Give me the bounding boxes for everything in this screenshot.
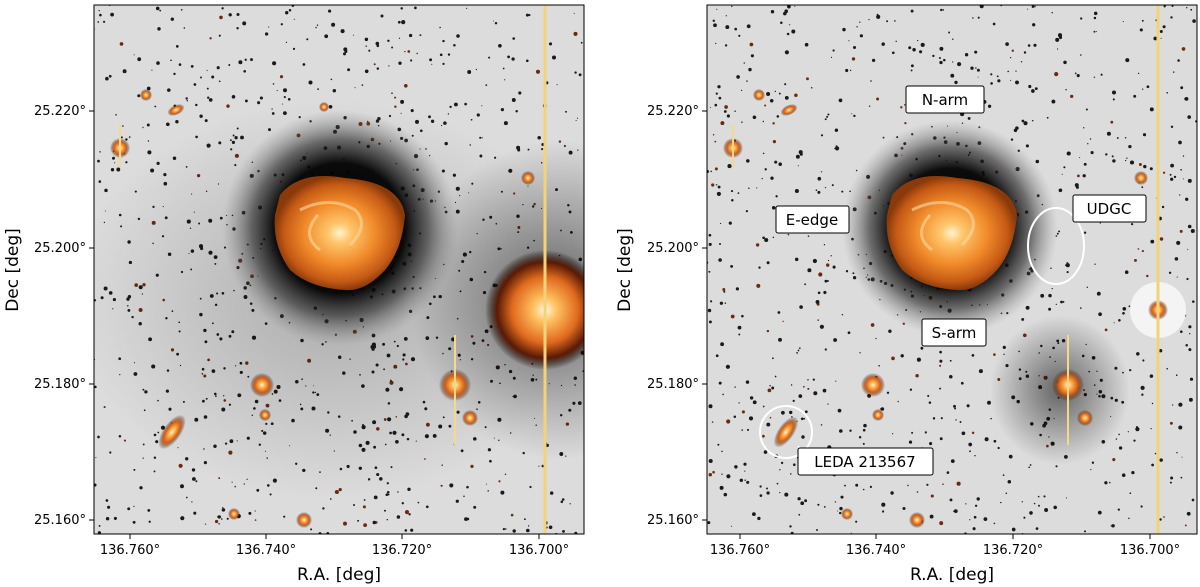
- saturation-trail: [543, 5, 547, 534]
- annotation-label: UDGC: [1087, 200, 1132, 218]
- annotation-udgc: UDGC: [1072, 194, 1147, 223]
- y-tick-label: 25.160°: [647, 513, 699, 528]
- sky-image-right: [707, 5, 1197, 534]
- y-axis-label: Dec [deg]: [3, 228, 23, 312]
- y-tick-label: 25.200°: [647, 241, 699, 256]
- panel-right: N-arm E-edge UDGC S-arm LEDA 213567 25.2…: [615, 4, 1198, 585]
- annotation-label: E-edge: [786, 211, 838, 229]
- x-tick-label: 136.720°: [983, 543, 1043, 558]
- spiral-galaxy: [274, 176, 405, 291]
- x-tick-label: 136.740°: [236, 543, 296, 558]
- spiral-galaxy: [886, 176, 1017, 291]
- y-tick-label: 25.220°: [647, 104, 699, 119]
- y-tick-label: 25.200°: [34, 241, 86, 256]
- x-tick-label: 136.700°: [1120, 543, 1180, 558]
- annotation-n-arm: N-arm: [905, 85, 985, 114]
- y-tick-label: 25.180°: [34, 377, 86, 392]
- annotation-leda: LEDA 213567: [797, 447, 934, 476]
- x-axis-label: R.A. [deg]: [297, 565, 381, 585]
- x-tick-label: 136.760°: [100, 543, 160, 558]
- annotation-s-arm: S-arm: [921, 318, 987, 347]
- y-tick-label: 25.220°: [34, 104, 86, 119]
- y-tick-label: 25.180°: [647, 377, 699, 392]
- annotation-label: N-arm: [922, 91, 968, 109]
- y-axis-label: Dec [deg]: [615, 228, 635, 312]
- x-tick-label: 136.740°: [846, 543, 906, 558]
- x-tick-label: 136.720°: [372, 543, 432, 558]
- annotation-label: LEDA 213567: [814, 453, 915, 471]
- y-tick-label: 25.160°: [34, 513, 86, 528]
- annotation-label: S-arm: [932, 324, 977, 342]
- udgc-circle-marker: [1027, 207, 1085, 285]
- panel-left: 25.220° 25.200° 25.180° 25.160° 136.760°…: [3, 4, 585, 585]
- leda-circle-marker: [759, 405, 813, 459]
- leda-galaxy: [773, 416, 799, 448]
- x-tick-label: 136.700°: [509, 543, 569, 558]
- sky-image-left: [94, 5, 584, 534]
- x-tick-label: 136.760°: [710, 543, 770, 558]
- x-axis-label: R.A. [deg]: [910, 565, 994, 585]
- bright-star: [485, 250, 584, 370]
- plot-frame: [706, 4, 1198, 535]
- saturation-trail: [1156, 5, 1160, 534]
- plot-frame: [93, 4, 585, 535]
- annotation-e-edge: E-edge: [775, 205, 850, 234]
